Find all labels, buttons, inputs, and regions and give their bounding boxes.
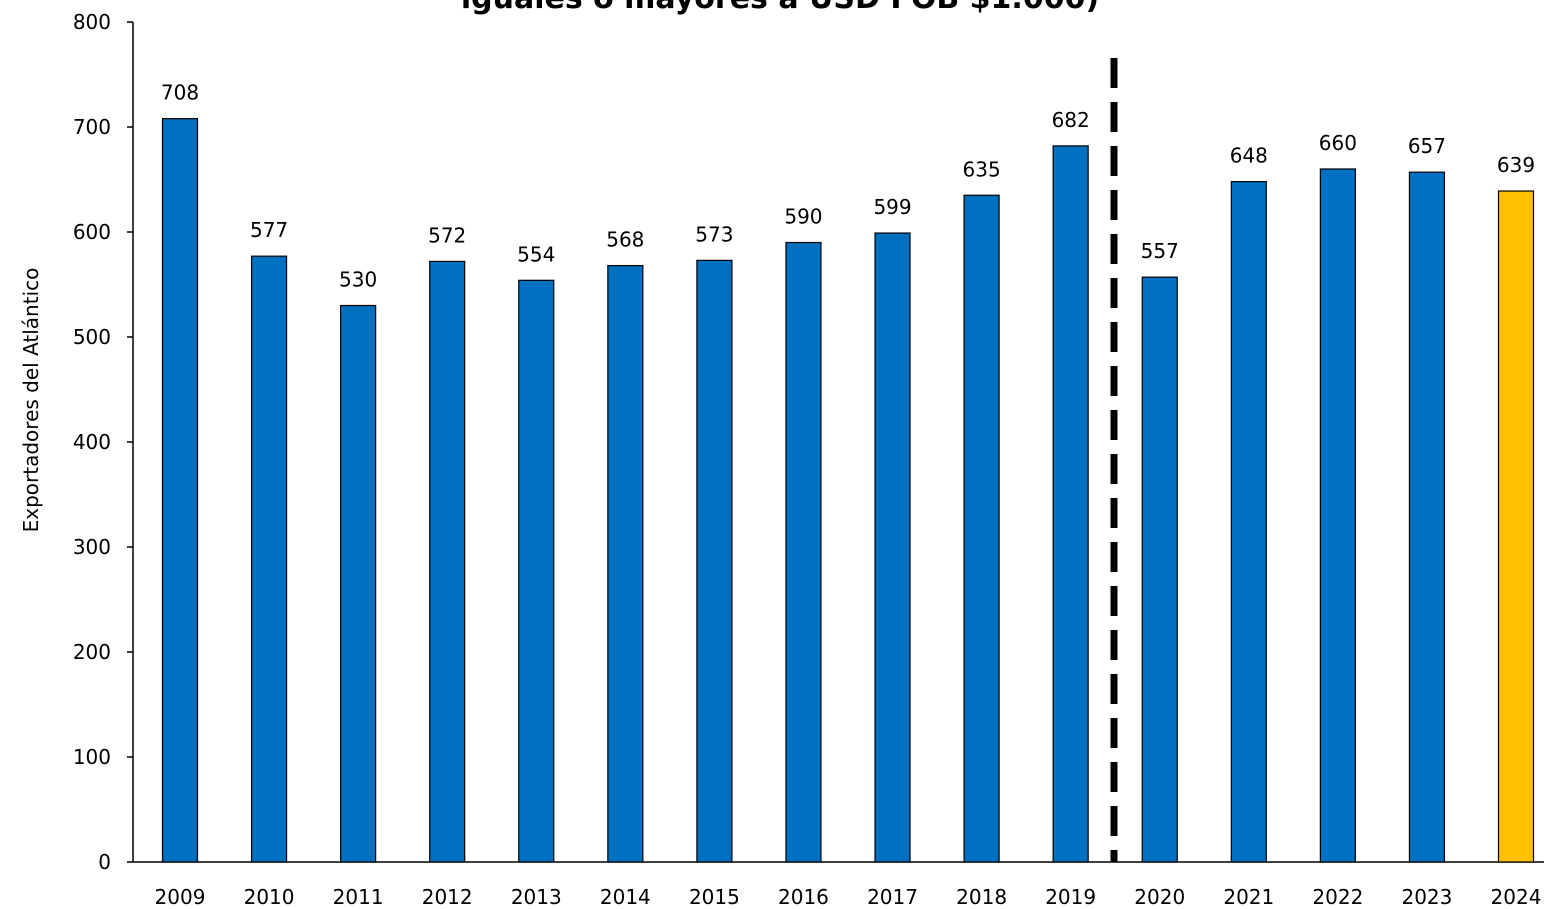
y-tick-label: 100 <box>73 745 111 769</box>
data-label: 557 <box>1141 239 1179 263</box>
x-tick-label: 2019 <box>1045 885 1096 909</box>
x-tick-label: 2011 <box>333 885 384 909</box>
bar <box>161 117 199 863</box>
data-label: 554 <box>517 242 555 266</box>
bar <box>1052 145 1089 863</box>
bar <box>607 265 644 863</box>
chart-title: iguales o mayores a USD FOB $1.000) <box>461 0 1099 16</box>
bar <box>785 241 822 863</box>
x-tick-label: 2016 <box>778 885 829 909</box>
data-label: 599 <box>873 195 911 219</box>
data-label: 635 <box>963 157 1001 181</box>
bar <box>1319 168 1356 863</box>
data-label: 648 <box>1230 144 1268 168</box>
data-label: 568 <box>606 228 644 252</box>
x-tick-label: 2018 <box>956 885 1007 909</box>
x-tick-label: 2009 <box>155 885 206 909</box>
data-label: 708 <box>161 81 199 105</box>
bar <box>696 259 733 863</box>
data-label: 577 <box>250 218 288 242</box>
x-tick-label: 2021 <box>1223 885 1274 909</box>
y-tick-label: 500 <box>73 325 111 349</box>
x-tick-label: 2024 <box>1491 885 1542 909</box>
bar <box>429 260 466 863</box>
bar <box>1230 181 1267 863</box>
data-label: 530 <box>339 268 377 292</box>
bar <box>963 194 1000 863</box>
y-axis-label: Exportadores del Atlántico <box>19 268 43 533</box>
x-tick-label: 2017 <box>867 885 918 909</box>
data-label: 639 <box>1497 153 1535 177</box>
x-tick-label: 2010 <box>244 885 295 909</box>
y-tick-label: 0 <box>98 850 111 874</box>
y-tick-label: 300 <box>73 535 111 559</box>
data-label: 660 <box>1319 131 1357 155</box>
x-tick-label: 2014 <box>600 885 651 909</box>
data-label: 590 <box>784 205 822 229</box>
x-tick-label: 2023 <box>1401 885 1452 909</box>
x-tick-label: 2013 <box>511 885 562 909</box>
y-tick-label: 200 <box>73 640 111 664</box>
y-tick-label: 400 <box>73 430 111 454</box>
x-tick-label: 2015 <box>689 885 740 909</box>
bar <box>1497 190 1535 863</box>
bar <box>518 279 555 863</box>
data-label: 573 <box>695 222 733 246</box>
bar <box>1141 276 1178 863</box>
bar <box>1408 171 1446 863</box>
bar <box>874 232 911 863</box>
x-tick-label: 2012 <box>422 885 473 909</box>
y-tick-label: 800 <box>73 10 111 34</box>
data-label: 572 <box>428 223 466 247</box>
bar <box>340 304 377 863</box>
data-label: 657 <box>1408 134 1446 158</box>
x-tick-label: 2022 <box>1312 885 1363 909</box>
bar <box>250 255 288 863</box>
x-tick-label: 2020 <box>1134 885 1185 909</box>
data-label: 682 <box>1052 108 1090 132</box>
y-tick-label: 600 <box>73 220 111 244</box>
y-tick-label: 700 <box>73 115 111 139</box>
